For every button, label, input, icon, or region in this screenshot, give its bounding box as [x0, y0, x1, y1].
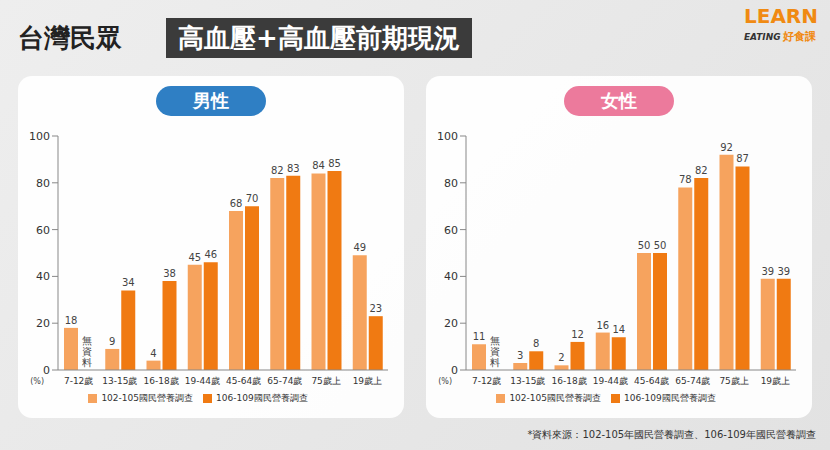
svg-text:7-12歲: 7-12歲: [64, 376, 93, 386]
svg-text:16-18歲: 16-18歲: [144, 376, 179, 386]
svg-text:83: 83: [287, 163, 300, 174]
svg-text:70: 70: [246, 193, 259, 204]
svg-text:2: 2: [558, 352, 564, 363]
svg-text:(%): (%): [438, 377, 452, 386]
svg-text:(%): (%): [30, 377, 44, 386]
svg-text:23: 23: [369, 303, 382, 314]
svg-text:8: 8: [533, 338, 539, 349]
svg-text:39: 39: [761, 266, 774, 277]
svg-text:0: 0: [43, 364, 50, 377]
svg-text:45-64歲: 45-64歲: [634, 376, 669, 386]
svg-text:7-12歲: 7-12歲: [472, 376, 501, 386]
svg-text:16-18歲: 16-18歲: [552, 376, 587, 386]
svg-text:9: 9: [109, 336, 115, 347]
svg-text:40: 40: [444, 270, 458, 283]
svg-text:45: 45: [188, 252, 201, 263]
svg-text:78: 78: [679, 174, 692, 185]
svg-text:19-44歲: 19-44歲: [593, 376, 628, 386]
svg-text:80: 80: [444, 177, 458, 190]
svg-text:資: 資: [82, 346, 92, 357]
html-text:EATING好食課: EATING好食課: [744, 30, 816, 43]
svg-text:11: 11: [473, 331, 486, 342]
svg-text:82: 82: [695, 165, 708, 176]
svg-text:85: 85: [328, 158, 341, 169]
svg-text:65-74歲: 65-74歲: [675, 376, 710, 386]
svg-text:19-44歲: 19-44歲: [185, 376, 220, 386]
svg-text:14: 14: [612, 324, 625, 335]
svg-text:39: 39: [777, 266, 790, 277]
svg-text:84: 84: [312, 160, 325, 171]
svg-text:38: 38: [163, 268, 176, 279]
svg-text:82: 82: [271, 165, 284, 176]
svg-text:13-15歲: 13-15歲: [510, 376, 545, 386]
svg-text:92: 92: [720, 142, 733, 153]
html-text:男性: 男性: [193, 90, 229, 111]
svg-text:50: 50: [654, 240, 667, 251]
svg-text:3: 3: [517, 350, 523, 361]
svg-text:68: 68: [230, 198, 243, 209]
svg-text:19歲上: 19歲上: [761, 376, 790, 386]
svg-text:45-64歲: 45-64歲: [226, 376, 261, 386]
svg-text:50: 50: [638, 240, 651, 251]
html-text:女性: 女性: [601, 90, 637, 111]
html-text:106-109國民營養調查: 106-109國民營養調查: [216, 393, 308, 403]
svg-text:18: 18: [65, 315, 78, 326]
svg-text:65-74歲: 65-74歲: [267, 376, 302, 386]
html-text:*資料來源：102-105年國民營養調查、106-109年國: *資料來源：102-105年國民營養調查、106-109年國民營養調查: [527, 429, 816, 440]
html-text:106-109國民營養調查: 106-109國民營養調查: [624, 393, 716, 403]
svg-text:100: 100: [437, 130, 458, 143]
svg-text:13-15歲: 13-15歲: [102, 376, 137, 386]
svg-text:20: 20: [36, 317, 50, 330]
svg-text:75歲上: 75歲上: [311, 376, 340, 386]
svg-text:無: 無: [82, 335, 92, 346]
svg-text:料: 料: [82, 357, 92, 368]
svg-text:資: 資: [490, 346, 500, 357]
svg-text:16: 16: [596, 320, 609, 331]
html-text:台灣民眾: 台灣民眾: [18, 23, 122, 53]
svg-text:100: 100: [29, 130, 50, 143]
svg-text:料: 料: [490, 357, 500, 368]
svg-text:無: 無: [490, 335, 500, 346]
svg-text:80: 80: [36, 177, 50, 190]
svg-text:20: 20: [444, 317, 458, 330]
svg-text:49: 49: [353, 242, 366, 253]
html-text:102-105國民營養調查: 102-105國民營養調查: [101, 393, 193, 403]
svg-text:19歲上: 19歲上: [353, 376, 382, 386]
svg-text:60: 60: [444, 224, 458, 237]
svg-text:87: 87: [736, 153, 749, 164]
html-text:102-105國民營養調查: 102-105國民營養調查: [509, 393, 601, 403]
svg-text:60: 60: [36, 224, 50, 237]
svg-text:0: 0: [451, 364, 458, 377]
svg-text:40: 40: [36, 270, 50, 283]
svg-text:4: 4: [150, 348, 156, 359]
svg-text:75歲上: 75歲上: [719, 376, 748, 386]
svg-text:34: 34: [122, 277, 135, 288]
html-text:高血壓+高血壓前期現況: 高血壓+高血壓前期現況: [178, 23, 460, 53]
svg-text:12: 12: [571, 329, 584, 340]
svg-text:46: 46: [204, 249, 217, 260]
html-text:LEARN: LEARN: [744, 4, 818, 28]
